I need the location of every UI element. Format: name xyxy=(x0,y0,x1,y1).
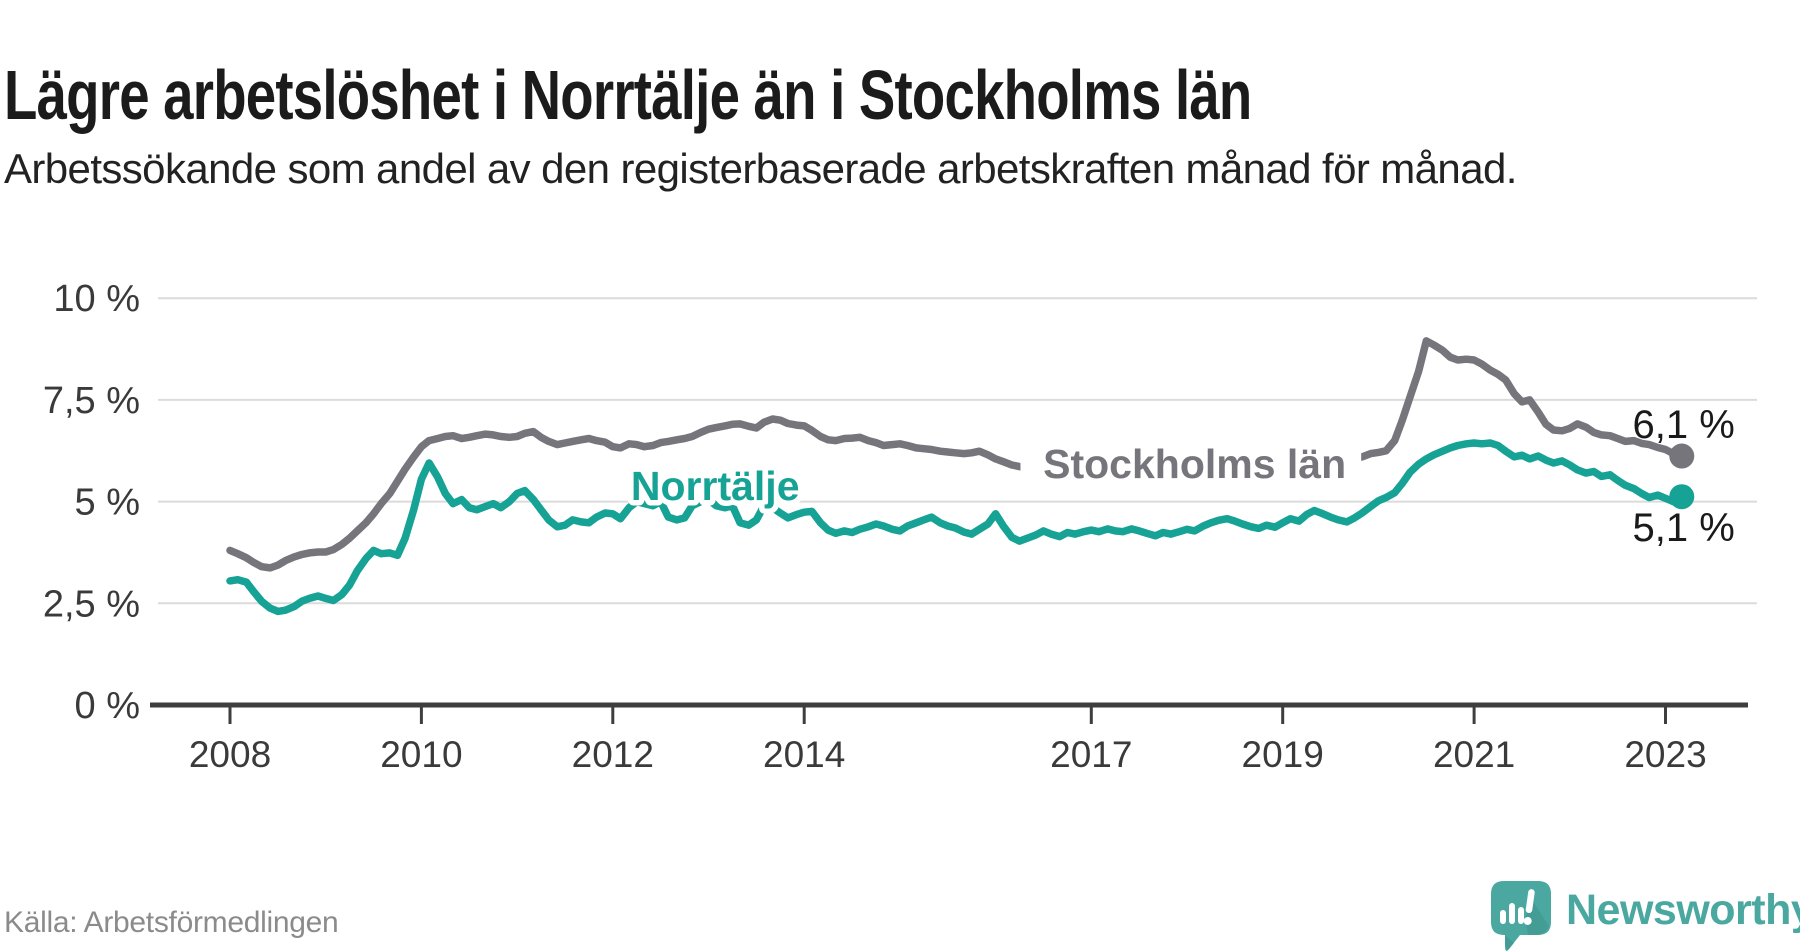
series-label-stockholms-l-n: Stockholms län xyxy=(1043,441,1346,487)
newsworthy-logo: Newsworthy xyxy=(1488,880,1800,952)
x-tick-label: 2021 xyxy=(1433,734,1515,775)
series-label-norrt-lje: Norrtälje xyxy=(631,463,800,509)
y-tick-label: 5 % xyxy=(75,482,140,524)
x-tick-label: 2008 xyxy=(189,734,271,775)
x-tick-label: 2017 xyxy=(1050,734,1132,775)
series-end-dot xyxy=(1669,443,1695,469)
newsworthy-logo-icon xyxy=(1491,881,1551,951)
series-line-stockholms-l-n xyxy=(226,337,1686,572)
y-tick-label: 2,5 % xyxy=(43,583,140,625)
x-tick-label: 2012 xyxy=(572,734,654,775)
end-value-label: 6,1 % xyxy=(1633,403,1735,447)
newsworthy-logo-text: Newsworthy xyxy=(1566,885,1800,934)
page-title: Lägre arbetslöshet i Norrtälje än i Stoc… xyxy=(4,55,1252,134)
y-tick-label: 0 % xyxy=(75,685,140,727)
source-note: Källa: Arbetsförmedlingen xyxy=(4,906,339,939)
line-chart: 0 % 2,5 % 5 % 7,5 % 10 % 2008 2010 2012 2014 2017… xyxy=(43,278,1757,775)
y-tick-label: 10 % xyxy=(53,278,140,320)
x-tick-label: 2014 xyxy=(763,734,845,775)
x-tick-label: 2019 xyxy=(1242,734,1324,775)
x-tick-label: 2010 xyxy=(380,734,462,775)
x-tick-label: 2023 xyxy=(1624,734,1706,775)
series-end-dot xyxy=(1669,484,1695,510)
series-label-mask xyxy=(1020,444,1362,494)
series-line-norrt-lje xyxy=(226,439,1686,616)
end-value-label: 5,1 % xyxy=(1633,506,1735,550)
chart-subtitle: Arbetssökande som andel av den registerb… xyxy=(4,145,1517,192)
y-tick-label: 7,5 % xyxy=(43,380,140,422)
